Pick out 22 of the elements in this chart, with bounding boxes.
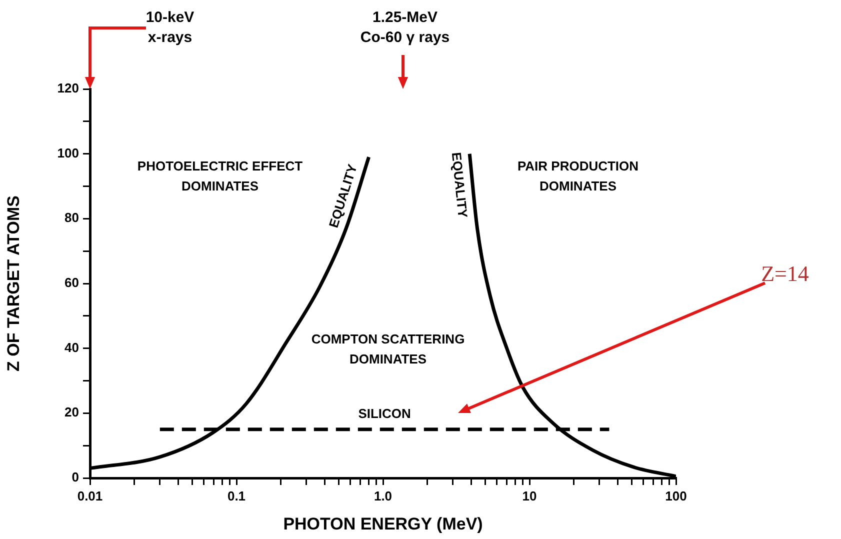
annotation: COMPTON SCATTERING DOMINATES xyxy=(311,332,465,367)
x-tick-label: 100 xyxy=(665,488,687,504)
series-label: SILICON xyxy=(358,406,411,421)
y-tick-label: 120 xyxy=(57,80,79,96)
x-tick-label: 1.0 xyxy=(374,488,392,504)
y-axis-title: Z OF TARGET ATOMS xyxy=(4,196,23,372)
x-axis-title: PHOTON ENERGY (MeV) xyxy=(283,514,483,534)
x-tick-label: 0.01 xyxy=(77,488,103,504)
y-tick-label: 100 xyxy=(57,145,79,160)
y-tick-label: 20 xyxy=(64,404,79,420)
x-tick-label: 10 xyxy=(522,488,537,504)
text: 10-keV x-rays xyxy=(146,9,194,46)
text: Z=14 xyxy=(761,260,809,286)
annotation: PHOTOELECTRIC EFFECT DOMINATES xyxy=(137,158,303,194)
y-tick-label: 80 xyxy=(64,210,79,226)
y-tick-label: 0 xyxy=(72,470,79,485)
y-tick-label: 40 xyxy=(64,340,79,355)
text: 1.25-MeV Co-60 γ rays xyxy=(360,9,450,46)
x-tick-label: 0.1 xyxy=(227,488,246,504)
text: EQUALITY xyxy=(448,152,471,219)
annotation: PAIR PRODUCTION DOMINATES xyxy=(517,158,639,194)
y-tick-label: 60 xyxy=(64,275,79,290)
